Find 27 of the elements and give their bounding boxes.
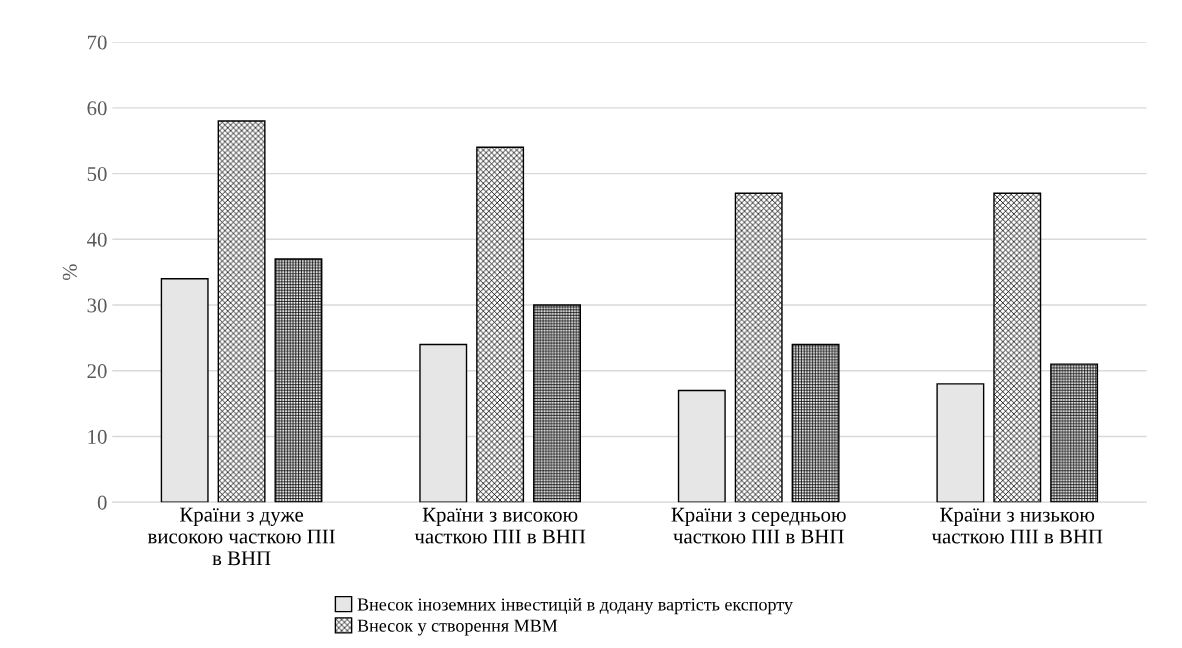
bar [993, 192, 1042, 503]
bar [476, 146, 525, 503]
bar [160, 278, 209, 503]
x-tick-label: Країни з високою часткою ПІІ в ВНП [414, 507, 586, 544]
legend-label: Внесок іноземних інвестицій в додану вартість експорту [357, 598, 793, 615]
y-tick-label: 0 [97, 495, 107, 510]
bar [677, 389, 726, 503]
y-tick-label: 20 [87, 364, 107, 379]
y-tick-label: 30 [87, 298, 107, 313]
y-axis-title: % [62, 264, 77, 281]
bar [217, 120, 266, 503]
bar [274, 258, 323, 503]
bar [734, 192, 783, 503]
y-tick-label: 60 [87, 101, 107, 116]
bar [533, 304, 581, 503]
y-tick-label: 50 [87, 166, 107, 181]
legend-label: Внесок у створення МВМ [357, 619, 558, 636]
y-tick-label: 70 [87, 35, 107, 50]
bar [1050, 363, 1099, 503]
bar [936, 383, 985, 503]
x-tick-label: Країни з низькою часткою ПІІ в ВНП [931, 507, 1103, 544]
bar [791, 343, 840, 503]
x-tick-label: Країни з середньою часткою ПІІ в ВНП [671, 507, 846, 544]
bar [419, 343, 468, 503]
y-tick-label: 10 [88, 429, 107, 444]
y-tick-label: 40 [87, 232, 107, 247]
x-tick-label: Країни з дуже високою часткою ПІІ в ВНП [147, 507, 335, 566]
